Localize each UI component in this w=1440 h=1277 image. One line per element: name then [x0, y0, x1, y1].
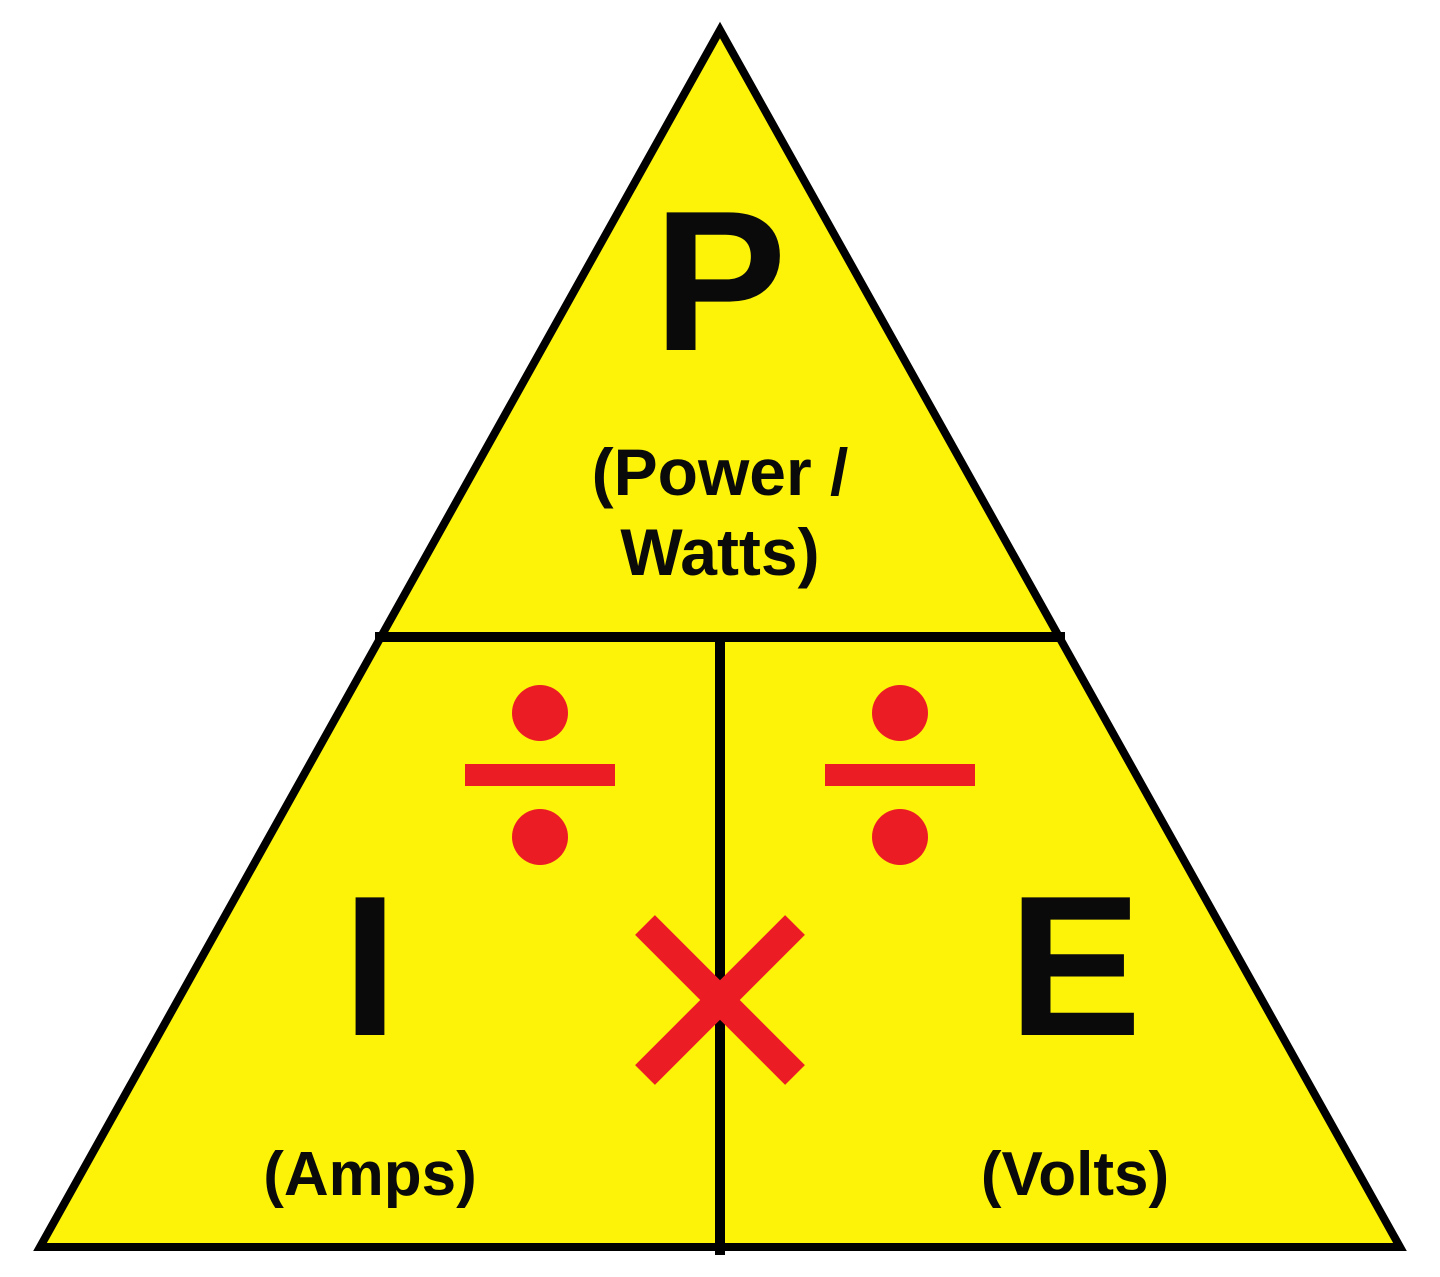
- divide-left-bar: [465, 764, 615, 786]
- symbol-i: I: [342, 855, 398, 1078]
- divide-right-bottom-dot: [872, 809, 928, 865]
- power-triangle-diagram: P (Power / Watts) I (Amps) E (Volts): [0, 0, 1440, 1277]
- label-amps: (Amps): [263, 1140, 477, 1209]
- label-power-line1: (Power /: [592, 435, 849, 509]
- divide-left-bottom-dot: [512, 809, 568, 865]
- divide-left-top-dot: [512, 685, 568, 741]
- symbol-p: P: [653, 170, 786, 393]
- divide-right-bar: [825, 764, 975, 786]
- divide-right-top-dot: [872, 685, 928, 741]
- label-volts: (Volts): [981, 1140, 1169, 1209]
- label-power-line2: Watts): [620, 515, 819, 589]
- symbol-e: E: [1008, 855, 1141, 1078]
